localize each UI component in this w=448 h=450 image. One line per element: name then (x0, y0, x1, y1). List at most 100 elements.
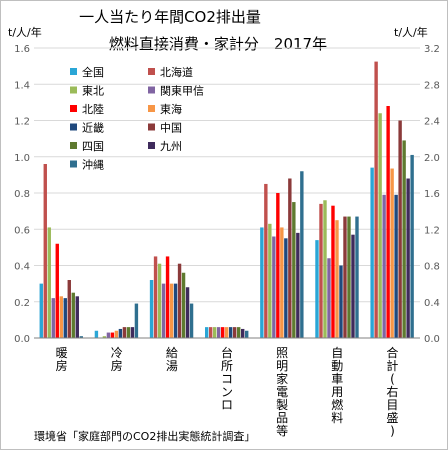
svg-text:): ) (390, 424, 395, 438)
svg-text:照: 照 (276, 346, 288, 360)
svg-text:品: 品 (276, 411, 288, 425)
bar (386, 106, 390, 338)
svg-text:目: 目 (386, 398, 398, 412)
bar (102, 336, 107, 338)
legend-item: 東海 (148, 102, 182, 116)
bar (165, 256, 170, 338)
y-axis-label-right: t/人/年 (394, 25, 428, 39)
svg-text:北海道: 北海道 (160, 65, 193, 79)
bar (130, 327, 135, 338)
bar (114, 330, 119, 338)
svg-text:湯: 湯 (166, 359, 178, 373)
svg-text:関東甲信: 関東甲信 (160, 85, 204, 98)
bar (292, 202, 296, 338)
x-tick-label: 合計(右目盛) (386, 345, 398, 438)
bar (268, 223, 272, 338)
legend-item: 北海道 (148, 65, 193, 79)
bar (398, 120, 402, 338)
svg-text:自: 自 (331, 346, 343, 360)
svg-text:九州: 九州 (160, 140, 182, 153)
bar (319, 203, 323, 338)
bar (241, 328, 245, 338)
y-tick-label-right: 2.8 (424, 80, 440, 91)
svg-text:合: 合 (386, 345, 398, 360)
bar (59, 296, 63, 338)
svg-text:房: 房 (56, 358, 68, 373)
bar (205, 327, 209, 338)
legend-item: 九州 (148, 140, 182, 153)
bar (173, 283, 178, 338)
bar (382, 194, 386, 338)
bar (118, 328, 123, 338)
svg-text:四国: 四国 (82, 140, 104, 153)
svg-text:中国: 中国 (160, 122, 182, 135)
bar (39, 283, 43, 338)
x-tick-label: 冷房 (111, 346, 123, 373)
svg-text:燃: 燃 (331, 397, 343, 412)
source-note: 環境省「家庭部門のCO2排出実態統計調査」 (34, 429, 255, 443)
svg-text:房: 房 (111, 358, 123, 373)
chart-title-line-1: 一人当たり年間CO2排出量 (79, 8, 261, 26)
svg-text:沖縄: 沖縄 (82, 158, 104, 172)
bar (237, 327, 241, 338)
bar (378, 113, 382, 338)
legend-item: 中国 (148, 122, 182, 135)
bar (331, 205, 335, 338)
svg-text:等: 等 (276, 424, 288, 438)
bar (106, 332, 111, 338)
legend-item: 近畿 (70, 121, 104, 135)
svg-text:電: 電 (276, 385, 288, 399)
bar (300, 171, 304, 338)
bar (217, 327, 221, 338)
svg-text:(: ( (390, 372, 395, 386)
bar (280, 227, 284, 338)
bar (47, 227, 51, 338)
y-ticks-right: 0.0 0.4 0.8 1.2 1.6 2.0 2.4 2.8 3.2 (424, 44, 440, 345)
y-tick-label-left: 1.6 (14, 44, 30, 55)
legend-item: 北陸 (70, 103, 104, 116)
bar (410, 154, 414, 338)
svg-text:冷: 冷 (111, 346, 123, 360)
svg-text:家: 家 (276, 371, 288, 386)
svg-text:計: 計 (386, 358, 398, 373)
bar (260, 227, 264, 338)
y-tick-label-right: 1.6 (424, 189, 440, 200)
bar (315, 240, 319, 338)
y-tick-label-left: 0.4 (14, 262, 30, 273)
svg-text:給: 給 (166, 346, 178, 360)
bar (351, 234, 355, 338)
y-tick-label-left: 1.2 (14, 117, 30, 128)
chart-title-line-2: 燃料直接消費・家計分 2017年 (109, 35, 327, 53)
svg-text:用: 用 (331, 385, 343, 399)
svg-text:暖: 暖 (56, 346, 68, 360)
legend-item: 関東甲信 (148, 85, 204, 98)
bar (355, 216, 359, 338)
svg-text:ン: ン (221, 385, 233, 399)
svg-text:東北: 東北 (82, 85, 104, 98)
x-tick-label: 暖房 (56, 346, 68, 373)
bar (63, 298, 67, 338)
bar (185, 287, 190, 338)
bar (75, 296, 79, 338)
y-tick-label-left: 0.0 (14, 334, 30, 345)
bar (370, 167, 374, 338)
bar (149, 280, 154, 338)
bar (126, 327, 131, 338)
bar (394, 194, 398, 338)
svg-text:近畿: 近畿 (82, 121, 104, 135)
bars (39, 61, 414, 338)
bar (272, 236, 276, 338)
svg-text:盛: 盛 (386, 410, 398, 425)
y-tick-label-left: 0.8 (14, 189, 30, 200)
bar (71, 292, 75, 338)
bar (110, 332, 115, 338)
bar (177, 263, 182, 338)
svg-text:所: 所 (221, 359, 233, 373)
svg-text:明: 明 (276, 359, 288, 373)
y-axis-label-left: t/人/年 (8, 25, 42, 39)
legend-item: 四国 (70, 140, 104, 153)
